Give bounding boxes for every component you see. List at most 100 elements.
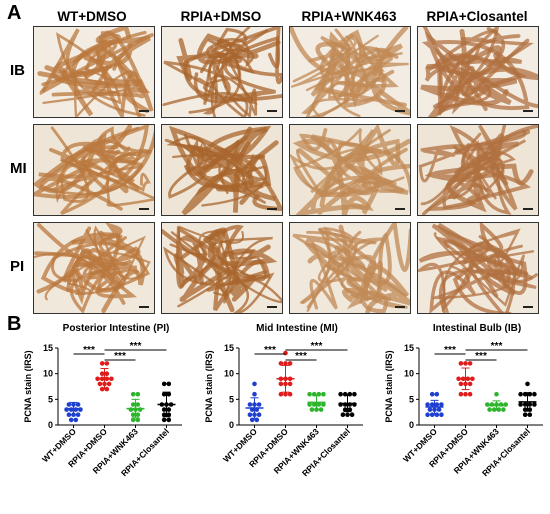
data-point <box>278 381 284 387</box>
data-point <box>527 402 533 407</box>
data-point <box>518 391 523 397</box>
y-tick-label: 10 <box>43 369 53 379</box>
data-point <box>307 402 312 407</box>
histology-tile-mi-wt-dmso <box>33 124 155 216</box>
scale-bar <box>139 208 149 210</box>
data-point <box>429 412 435 417</box>
data-point <box>130 402 136 407</box>
data-point <box>491 407 497 412</box>
data-point <box>527 412 533 417</box>
data-point <box>166 412 172 417</box>
data-point <box>425 412 430 417</box>
data-point <box>425 402 430 407</box>
data-point <box>458 381 464 387</box>
column-header-rpia-closantel: RPIA+Closantel <box>426 9 528 24</box>
data-point <box>352 391 357 397</box>
villus-fold <box>424 54 523 82</box>
data-point <box>135 391 141 397</box>
villus-fold <box>50 126 151 203</box>
y-tick-label: 0 <box>48 420 53 430</box>
data-point <box>439 402 444 407</box>
data-point <box>161 417 167 423</box>
data-point <box>436 407 442 412</box>
villus-fold <box>292 227 377 305</box>
significance-label: *** <box>264 345 276 356</box>
panel-a-letter: A <box>7 2 22 24</box>
y-axis-label: PCNA stain (IRS) <box>384 350 394 422</box>
histology-tile-mi-rpia-dmso <box>161 124 283 216</box>
significance-label: *** <box>444 345 456 356</box>
histology-tile-pi-rpia-dmso <box>161 222 283 314</box>
villus-fold <box>305 230 388 310</box>
data-point <box>75 402 81 407</box>
villus-fold <box>69 234 140 313</box>
y-tick-label: 10 <box>404 369 414 379</box>
data-point <box>99 361 105 366</box>
scale-bar <box>139 306 149 308</box>
scale-bar <box>523 306 533 308</box>
data-point <box>166 391 172 397</box>
significance-label: *** <box>491 341 503 352</box>
scale-bar <box>267 208 277 210</box>
histology-tile-mi-rpia-wnk463 <box>289 124 411 216</box>
histology-image <box>290 27 410 117</box>
data-point <box>247 412 253 417</box>
histology-tile-ib-rpia-wnk463 <box>289 26 411 118</box>
scale-bar <box>267 110 277 112</box>
data-point <box>429 391 435 397</box>
histology-image <box>420 27 538 117</box>
data-point <box>104 361 110 366</box>
histology-tile-ib-wt-dmso <box>33 26 155 118</box>
data-point <box>458 391 464 397</box>
panel-b-letter: B <box>7 313 22 335</box>
y-tick-label: 10 <box>224 369 234 379</box>
villus-fold <box>431 223 528 298</box>
data-point <box>130 417 136 423</box>
data-point <box>287 361 293 366</box>
y-tick-label: 15 <box>404 343 414 353</box>
histology-tile-pi-wt-dmso <box>33 222 155 314</box>
histology-image <box>162 27 282 117</box>
histology-image <box>164 125 282 215</box>
significance-label: *** <box>83 345 95 356</box>
histology-tile-pi-rpia-wnk463 <box>289 222 411 314</box>
column-header-rpia-wnk463: RPIA+WNK463 <box>301 9 397 24</box>
chart-title: Mid Intestine (MI) <box>256 323 338 334</box>
data-point <box>434 391 440 397</box>
data-point <box>467 381 473 387</box>
pcna-charts: Posterior Intestine (PI) PCNA stain (IRS)… <box>23 323 543 478</box>
data-point <box>532 391 537 397</box>
y-axis-label: PCNA stain (IRS) <box>204 350 214 422</box>
data-point <box>522 402 528 407</box>
villus-fold <box>447 150 516 200</box>
scale-bar <box>523 208 533 210</box>
chart-title: Intestinal Bulb (IB) <box>433 323 521 334</box>
histology-image <box>162 224 282 313</box>
histology-image <box>34 223 151 313</box>
histology-tile-mi-rpia-closantel <box>417 124 539 216</box>
villus-fold <box>44 229 151 301</box>
y-tick-label: 5 <box>409 394 414 404</box>
data-point <box>439 412 444 417</box>
data-point <box>73 417 79 423</box>
data-point <box>278 361 284 366</box>
data-point <box>161 412 167 417</box>
villus-fold <box>59 146 154 207</box>
data-point <box>283 361 288 366</box>
villus-fold <box>162 38 255 117</box>
chart-title: Posterior Intestine (PI) <box>63 323 170 334</box>
significance-label: *** <box>295 351 307 362</box>
data-point <box>338 391 343 397</box>
row-header-mi: MI <box>10 160 27 177</box>
histology-image <box>34 125 154 215</box>
data-point <box>342 407 348 412</box>
histology-image <box>37 27 154 117</box>
data-point <box>247 402 253 407</box>
data-point <box>347 407 353 412</box>
data-point <box>256 402 262 407</box>
significance-label: *** <box>475 351 487 362</box>
data-point <box>525 381 530 387</box>
data-point <box>345 412 350 417</box>
histology-image <box>418 223 538 313</box>
data-point <box>99 371 105 376</box>
